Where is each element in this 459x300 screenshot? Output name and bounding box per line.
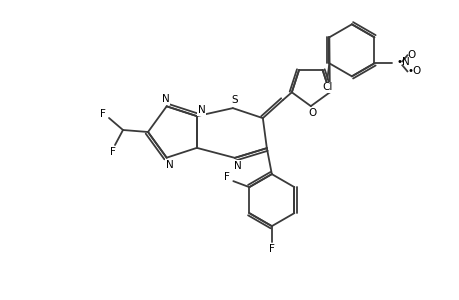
Text: S: S — [231, 95, 238, 105]
Text: F: F — [224, 172, 230, 182]
Text: •O: •O — [407, 66, 421, 76]
Text: •N: •N — [396, 57, 409, 67]
Text: N: N — [165, 160, 173, 170]
Text: Cl: Cl — [321, 82, 332, 92]
Text: O: O — [407, 50, 415, 60]
Text: N: N — [197, 105, 205, 115]
Text: F: F — [269, 244, 274, 254]
Text: F: F — [100, 109, 106, 119]
Text: N: N — [234, 161, 241, 171]
Text: O: O — [308, 108, 316, 118]
Text: F: F — [110, 147, 116, 157]
Text: N: N — [162, 94, 169, 104]
